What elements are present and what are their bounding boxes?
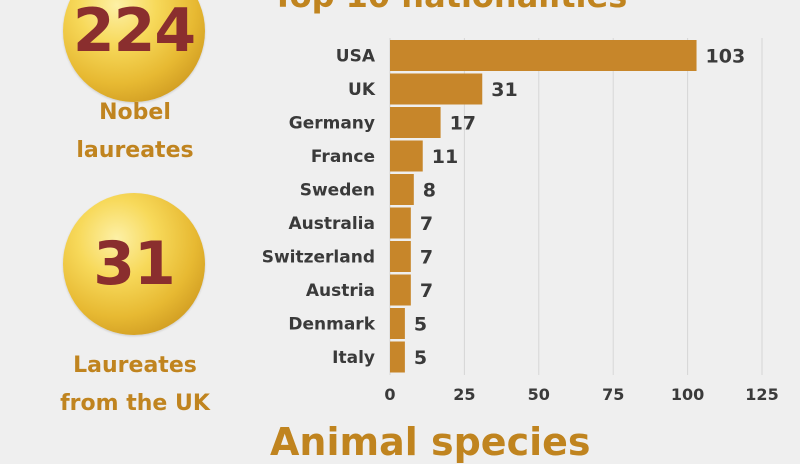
value-label: 31 [491,79,517,101]
bar-denmark [390,308,405,339]
value-label: 5 [414,314,427,336]
x-tick-label: 0 [384,385,395,404]
bar-australia [390,207,411,239]
x-tick-label: 125 [745,385,778,404]
category-label: Italy [332,348,375,368]
nobel-laureates-label-line1: Nobel [99,100,171,125]
nobel-laureates-label-line2: laureates [76,138,194,163]
value-label: 17 [450,113,476,135]
uk-laureates-medal: 31 [63,193,205,335]
value-label: 5 [414,347,427,369]
chart-title: Top 10 nationalities [272,0,627,15]
uk-laureates-label-line2: from the UK [60,391,210,416]
category-label: Switzerland [262,248,375,268]
category-label: Denmark [288,315,375,335]
bar-uk [390,73,483,105]
bar-germany [390,107,441,138]
uk-laureates-count: 31 [93,229,175,299]
bar-italy [390,341,405,373]
value-label: 7 [420,213,433,235]
nobel-laureates-label: Nobel laureates [35,94,235,170]
bar-switzerland [390,241,411,272]
uk-laureates-label-line1: Laureates [73,353,197,378]
chart-bars [390,40,697,373]
category-label: Germany [289,114,375,134]
bar-austria [390,274,411,306]
nobel-laureates-count: 224 [72,0,196,66]
category-label: Australia [289,214,376,234]
bar-sweden [390,174,414,205]
x-tick-label: 100 [671,385,704,404]
category-label: France [311,147,375,167]
category-label: USA [336,47,376,67]
x-tick-label: 75 [602,385,624,404]
category-label: Sweden [300,181,375,201]
bar-usa [390,40,697,71]
x-tick-label: 25 [453,385,475,404]
value-label: 8 [423,180,436,202]
x-tick-label: 50 [528,385,550,404]
value-label: 11 [432,146,458,168]
value-label: 7 [420,247,433,269]
value-label: 103 [706,46,746,68]
category-label: Austria [306,281,375,301]
category-label: UK [348,80,376,100]
uk-laureates-label: Laureates from the UK [35,347,235,423]
bar-france [390,140,423,172]
value-label: 7 [420,280,433,302]
